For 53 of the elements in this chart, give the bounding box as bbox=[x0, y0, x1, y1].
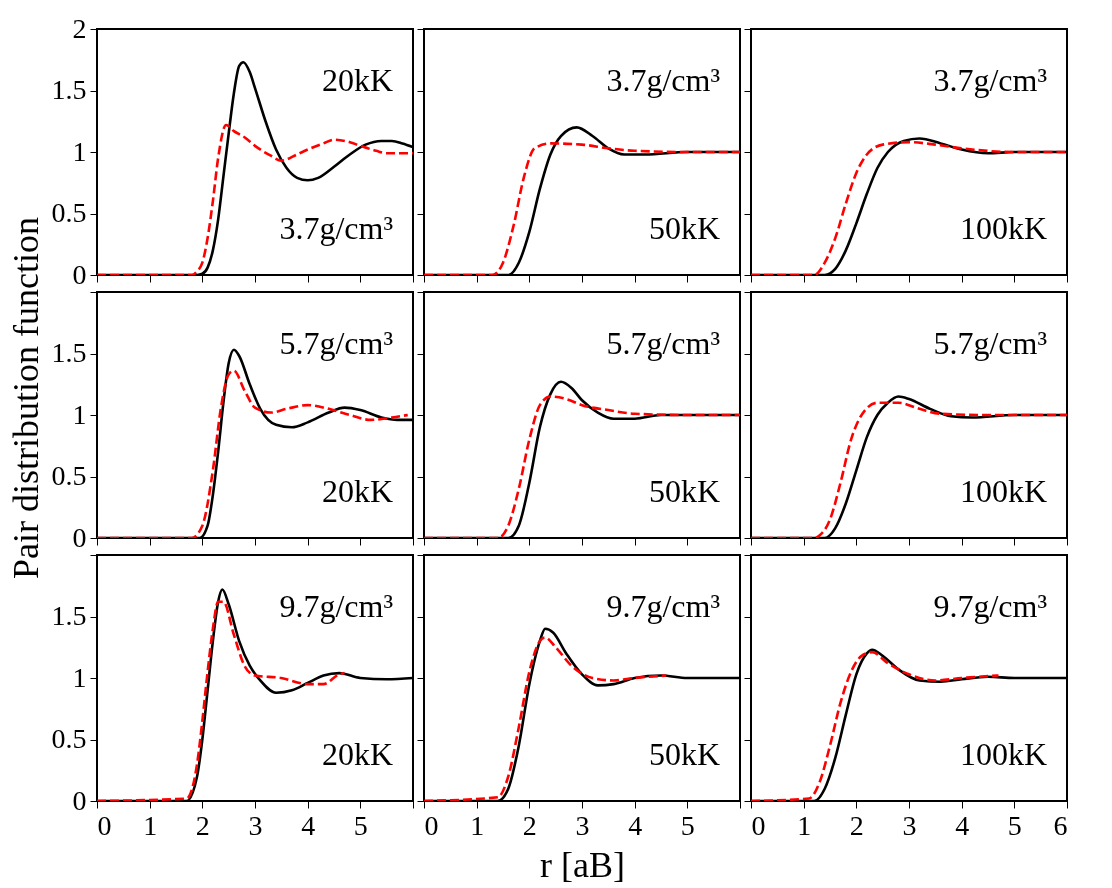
x-tick-label: 1 bbox=[470, 809, 485, 841]
x-tick-label: 0 bbox=[424, 809, 439, 841]
y-tick-label: 0.5 bbox=[51, 460, 87, 491]
x-tick-label: 3 bbox=[248, 809, 263, 841]
x-tick-label: 2 bbox=[195, 809, 210, 841]
x-tick-label: 4 bbox=[301, 809, 316, 841]
annotation: 3.7g/cm³ bbox=[279, 210, 393, 246]
x-tick-label: 5 bbox=[680, 809, 695, 841]
y-tick-label: 1.5 bbox=[51, 600, 87, 631]
line-series bbox=[97, 123, 413, 275]
annotation: 5.7g/cm³ bbox=[279, 325, 393, 361]
x-tick-label: 2 bbox=[522, 809, 537, 841]
annotation: 20kK bbox=[321, 62, 393, 98]
x-tick-label: 6 bbox=[1053, 809, 1068, 841]
annotation: 100kK bbox=[959, 473, 1047, 509]
y-tick-label: 0 bbox=[72, 521, 87, 553]
annotation: 3.7g/cm³ bbox=[933, 62, 1047, 98]
x-tick-label: 2 bbox=[849, 809, 864, 841]
y-tick-label: 0 bbox=[72, 784, 87, 816]
y-tick-label: 1.5 bbox=[51, 74, 87, 105]
x-tick-label: 5 bbox=[353, 809, 368, 841]
annotation: 9.7g/cm³ bbox=[933, 588, 1047, 624]
y-tick-label: 1 bbox=[72, 661, 87, 693]
annotation: 9.7g/cm³ bbox=[279, 588, 393, 624]
y-tick-label: 0 bbox=[72, 258, 87, 290]
x-axis-title: r [aB] bbox=[540, 844, 625, 885]
annotation: 20kK bbox=[321, 473, 393, 509]
x-tick-label: 4 bbox=[955, 809, 970, 841]
annotation: 100kK bbox=[959, 736, 1047, 772]
x-tick-label: 3 bbox=[902, 809, 917, 841]
annotation: 5.7g/cm³ bbox=[933, 325, 1047, 361]
annotation: 9.7g/cm³ bbox=[606, 588, 720, 624]
y-tick-label: 1.5 bbox=[51, 337, 87, 368]
annotation: 5.7g/cm³ bbox=[606, 325, 720, 361]
x-tick-label: 1 bbox=[797, 809, 812, 841]
text: Pair distribution function bbox=[6, 217, 46, 579]
annotation: 50kK bbox=[648, 473, 720, 509]
annotation: 100kK bbox=[959, 210, 1047, 246]
x-tick-label: 1 bbox=[143, 809, 158, 841]
x-tick-label: 4 bbox=[628, 809, 643, 841]
y-tick-label: 0.5 bbox=[51, 197, 87, 228]
y-tick-label: 1 bbox=[72, 135, 87, 167]
annotation: 3.7g/cm³ bbox=[606, 62, 720, 98]
x-tick-label: 0 bbox=[97, 809, 112, 841]
y-tick-label: 1 bbox=[72, 398, 87, 430]
y-tick-label: 0.5 bbox=[51, 723, 87, 754]
x-tick-label: 5 bbox=[1007, 809, 1022, 841]
annotation: 20kK bbox=[321, 736, 393, 772]
annotation: 50kK bbox=[648, 210, 720, 246]
x-tick-label: 3 bbox=[575, 809, 590, 841]
x-tick-label: 0 bbox=[751, 809, 766, 841]
y-tick-label: 2 bbox=[72, 12, 87, 44]
annotation: 50kK bbox=[648, 736, 720, 772]
